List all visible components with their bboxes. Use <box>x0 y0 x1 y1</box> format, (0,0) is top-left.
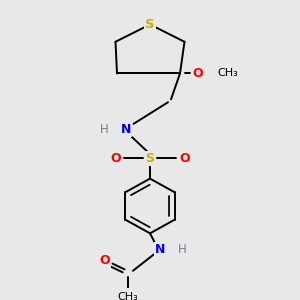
Text: O: O <box>100 254 110 267</box>
Text: N: N <box>155 243 166 256</box>
Text: O: O <box>193 67 203 80</box>
Text: S: S <box>145 18 155 31</box>
Text: H: H <box>100 123 109 136</box>
Text: CH₃: CH₃ <box>117 292 138 300</box>
Text: H: H <box>178 243 187 256</box>
Text: O: O <box>110 152 121 165</box>
Text: S: S <box>146 152 154 165</box>
Text: N: N <box>121 123 131 136</box>
Text: CH₃: CH₃ <box>218 68 239 79</box>
Text: O: O <box>179 152 190 165</box>
